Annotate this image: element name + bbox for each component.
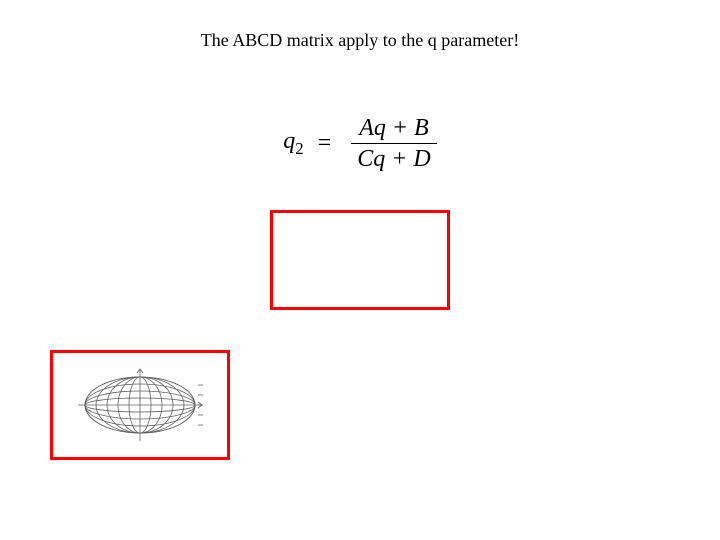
- diagram-red-box: [50, 350, 230, 460]
- empty-red-box: [270, 210, 450, 310]
- gaussian-wavefront-diagram: [65, 360, 215, 450]
- equals-sign: =: [318, 130, 332, 156]
- lhs-var: q: [283, 128, 295, 154]
- equation-lhs: q2: [283, 128, 309, 154]
- abcd-equation: q2 = Aq + B Cq + D: [0, 115, 720, 173]
- equation-numerator: Aq + B: [351, 115, 437, 144]
- lhs-sub: 2: [295, 139, 303, 158]
- page-title: The ABCD matrix apply to the q parameter…: [0, 30, 720, 51]
- equation-denominator: Cq + D: [351, 144, 437, 172]
- equation-fraction: Aq + B Cq + D: [351, 115, 437, 173]
